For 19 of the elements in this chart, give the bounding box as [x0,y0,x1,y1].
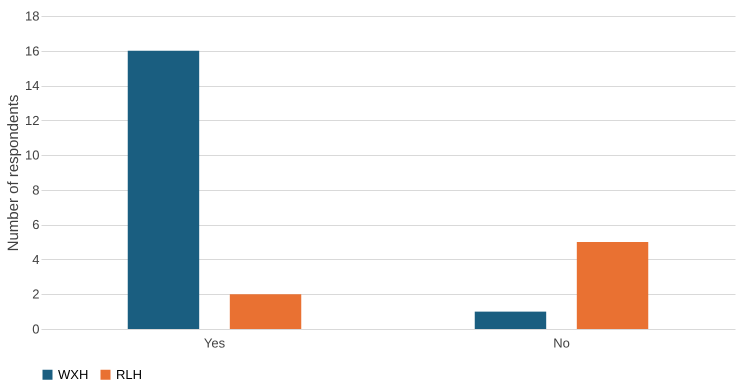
legend-label: RLH [116,366,142,382]
bar [474,312,546,329]
y-tick-label: 4 [32,252,40,267]
y-tick-label: 14 [25,78,40,94]
legend-label: WXH [58,366,88,382]
y-tick-label: 16 [25,43,40,58]
y-tick-label: 8 [32,182,40,198]
y-tick-label: 18 [25,8,40,24]
bar [128,50,200,329]
y-tick-label: 2 [32,286,40,302]
x-tick-label: No [553,336,570,350]
y-tick-label: 10 [25,148,40,163]
y-axis-title: Number of respondents [5,94,22,252]
y-tick-label: 6 [32,217,40,232]
bar [230,294,302,329]
y-tick-label: 0 [32,322,40,336]
bar [576,242,648,329]
y-tick-label: 12 [25,112,40,128]
x-tick-label: Yes [204,336,226,350]
